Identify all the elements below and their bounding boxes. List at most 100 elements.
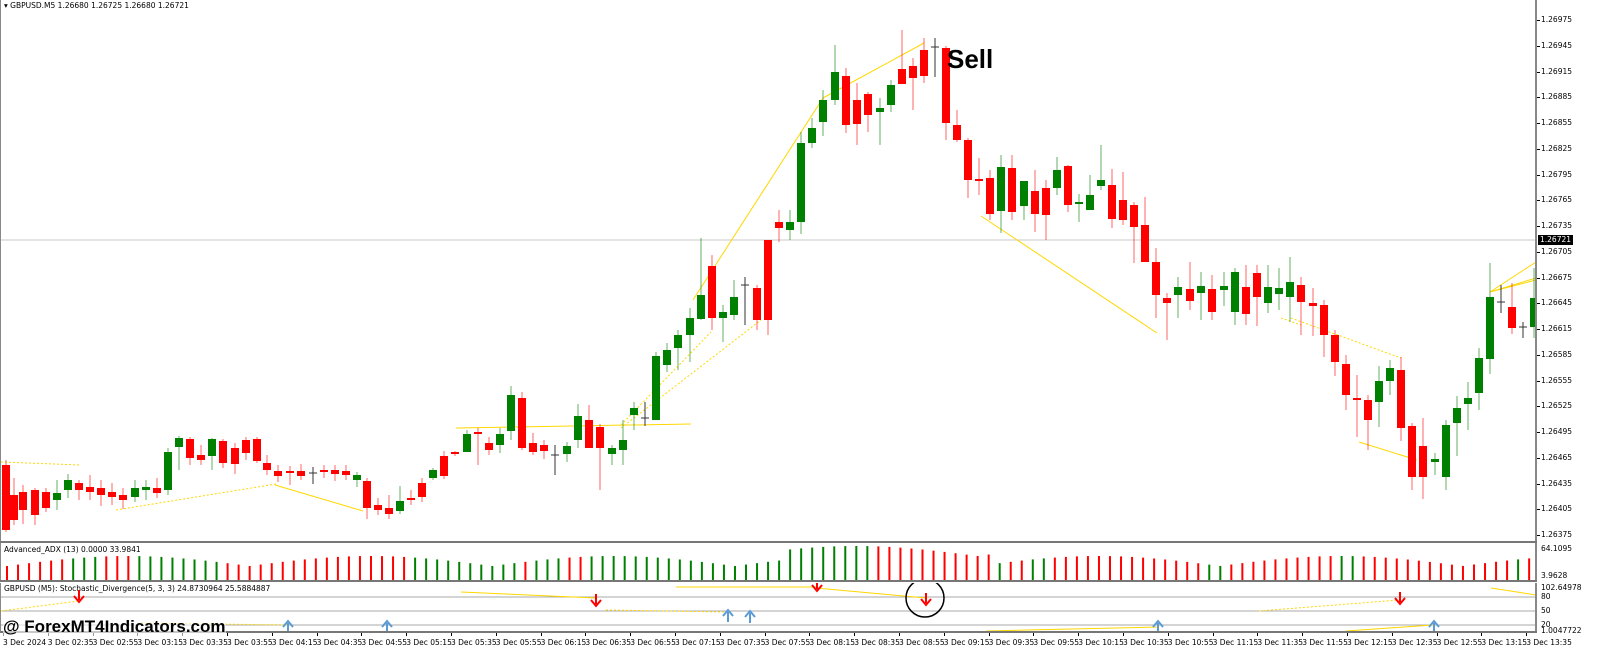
adx-bar — [689, 560, 692, 580]
price-chart-pane[interactable]: ▾ GBPUSD.M5 1.26680 1.26725 1.26680 1.26… — [0, 0, 1536, 541]
candle — [119, 488, 127, 509]
adx-bar — [83, 557, 86, 580]
adx-bar — [645, 556, 648, 580]
candle — [153, 478, 161, 498]
candle — [385, 495, 393, 519]
time-axis-label: 3 Dec 09:15 — [943, 638, 990, 647]
adx-bar — [568, 557, 571, 580]
time-axis-label: 3 Dec 08:35 — [854, 638, 900, 647]
time-axis-label: 3 Dec 06:55 — [630, 638, 676, 647]
candle — [1386, 360, 1394, 395]
candle — [1174, 277, 1182, 318]
pane-separator[interactable] — [0, 541, 1537, 543]
time-axis-label: 3 Dec 10:15 — [1078, 638, 1124, 647]
price-axis-tick — [1537, 380, 1540, 382]
candle — [1331, 330, 1339, 376]
candle — [440, 451, 448, 479]
candlestick-chart[interactable] — [1, 0, 1536, 541]
adx-bar — [1009, 561, 1012, 580]
price-axis-label: 1.26435 — [1541, 478, 1573, 488]
pane-separator[interactable] — [0, 580, 1537, 582]
time-axis-label: 3 Dec 05:55 — [495, 638, 542, 647]
adx-bar — [987, 554, 990, 580]
price-axis-tick — [1537, 123, 1540, 124]
time-axis-tick — [585, 633, 587, 636]
candle — [1042, 180, 1050, 240]
candle — [1508, 283, 1516, 334]
time-axis-label: 3 Dec 04:15 — [271, 638, 318, 647]
time-axis-label: 3 Dec 04:55 — [361, 638, 408, 647]
adx-bar — [127, 556, 130, 580]
adx-bar — [347, 556, 350, 580]
adx-bar — [1097, 556, 1100, 580]
collapse-triangle-icon[interactable]: ▾ — [4, 1, 8, 10]
adx-bar — [182, 558, 185, 580]
adx-bar — [1395, 558, 1398, 580]
candle — [540, 440, 548, 459]
candle — [309, 467, 317, 484]
adx-bar — [1064, 556, 1067, 580]
candle — [175, 436, 183, 470]
candle — [1408, 423, 1416, 490]
adx-bar — [1252, 561, 1255, 580]
adx-histogram — [6, 546, 1531, 580]
current-price-tag: 1.26721 — [1538, 235, 1574, 245]
price-axis-tick — [1537, 329, 1540, 330]
price-axis-tick — [1537, 457, 1540, 459]
candle — [1119, 172, 1127, 225]
stoch-axis-80: 80 — [1541, 592, 1551, 601]
candle — [831, 45, 839, 105]
time-axis-tick — [1481, 633, 1483, 636]
adx-bar — [1439, 563, 1442, 580]
adx-bar — [292, 560, 295, 580]
time-axis-tick — [764, 633, 766, 636]
candle — [1264, 265, 1272, 313]
candle — [686, 308, 694, 362]
adx-bar — [1153, 558, 1156, 580]
price-axis-tick — [1537, 251, 1540, 253]
adx-bar — [358, 556, 361, 580]
price-axis-label: 1.26915 — [1541, 66, 1573, 76]
adx-bar — [1362, 556, 1365, 580]
price-axis[interactable] — [1535, 0, 1537, 541]
time-axis-tick — [1526, 633, 1528, 636]
adx-bar — [601, 556, 604, 580]
time-axis-label: 3 Dec 04:35 — [316, 638, 363, 647]
stochastic-divergence-pane[interactable]: GBPUSD (M5): Stochastic_Divergence(5, 3,… — [0, 583, 1536, 631]
buy-arrow-icon — [282, 619, 294, 631]
candle — [931, 38, 939, 77]
candle — [753, 285, 761, 330]
time-axis-label: 3 Dec 12:55 — [1436, 638, 1483, 647]
adx-bar — [1109, 556, 1111, 580]
adx-bar — [270, 563, 273, 580]
candle — [1364, 395, 1372, 450]
adx-bar — [1384, 557, 1387, 580]
adx-bar — [160, 556, 163, 580]
buy-arrow-icon — [381, 619, 393, 631]
candle — [1075, 194, 1083, 222]
candle — [396, 486, 404, 514]
time-axis-tick — [451, 633, 452, 636]
candle — [463, 430, 471, 452]
adx-bar — [877, 546, 880, 580]
adx-bar — [811, 547, 814, 580]
adx-bar — [590, 556, 593, 580]
adx-bar — [17, 564, 20, 580]
adx-bar — [403, 556, 406, 580]
time-axis-tick — [271, 633, 273, 636]
candle — [1197, 272, 1205, 320]
time-axis-tick — [316, 633, 318, 636]
adx-bar — [733, 565, 736, 580]
adx-bar — [965, 554, 968, 580]
candle — [108, 483, 116, 505]
time-axis-label: 3 Dec 08:55 — [899, 638, 945, 647]
adx-indicator-pane[interactable]: Advanced_ADX (13) 0.0000 33.9841 — [0, 543, 1536, 580]
candle — [764, 240, 772, 335]
adx-bar — [1340, 556, 1343, 580]
sell-arrow-icon — [920, 593, 932, 607]
adx-bar — [138, 556, 141, 580]
adx-bar — [447, 560, 450, 580]
candle — [1097, 145, 1105, 190]
price-axis-label: 1.26465 — [1541, 452, 1573, 462]
candle — [1130, 202, 1138, 263]
